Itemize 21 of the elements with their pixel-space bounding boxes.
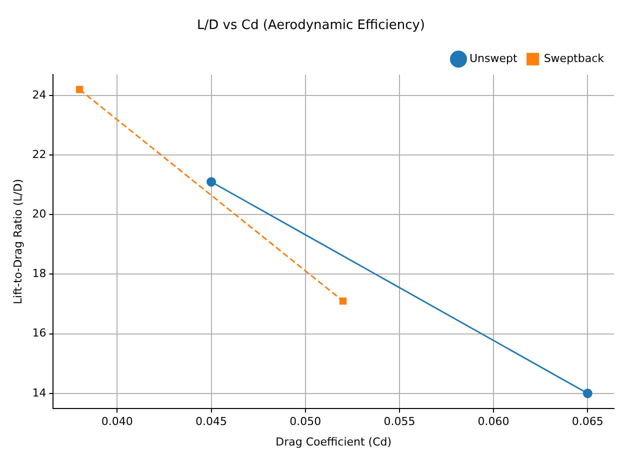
x-axis-title: Drag Coefficient (Cd) (276, 435, 392, 448)
x-tick-label: 0.045 (196, 415, 228, 428)
chart-title: L/D vs Cd (Aerodynamic Efficiency) (197, 18, 425, 34)
y-axis-title: Lift-to-Drag Ratio (L/D) (11, 179, 24, 304)
x-tick-label: 0.065 (572, 415, 604, 428)
y-tick-label: 14 (32, 386, 46, 400)
y-tick-label: 20 (32, 207, 46, 220)
point (206, 177, 216, 187)
x-tick-label: 0.040 (101, 415, 133, 428)
y-tick-label: 22 (32, 148, 46, 161)
y-tick-label: 18 (32, 267, 46, 280)
point (339, 297, 347, 305)
y-tick-label: 24 (32, 88, 46, 102)
point (582, 388, 592, 398)
point (76, 86, 84, 94)
legend-label: Sweptback (544, 52, 605, 65)
x-tick-label: 0.060 (478, 415, 510, 428)
x-tick-label: 0.055 (384, 415, 416, 428)
x-tick-label: 0.050 (290, 415, 322, 428)
legend-label: Unswept (470, 52, 518, 65)
y-tick-label: 16 (32, 326, 46, 340)
